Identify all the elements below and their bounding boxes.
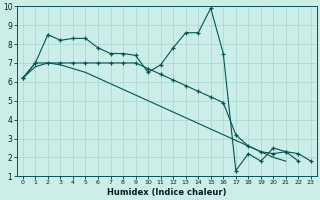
X-axis label: Humidex (Indice chaleur): Humidex (Indice chaleur)	[107, 188, 227, 197]
